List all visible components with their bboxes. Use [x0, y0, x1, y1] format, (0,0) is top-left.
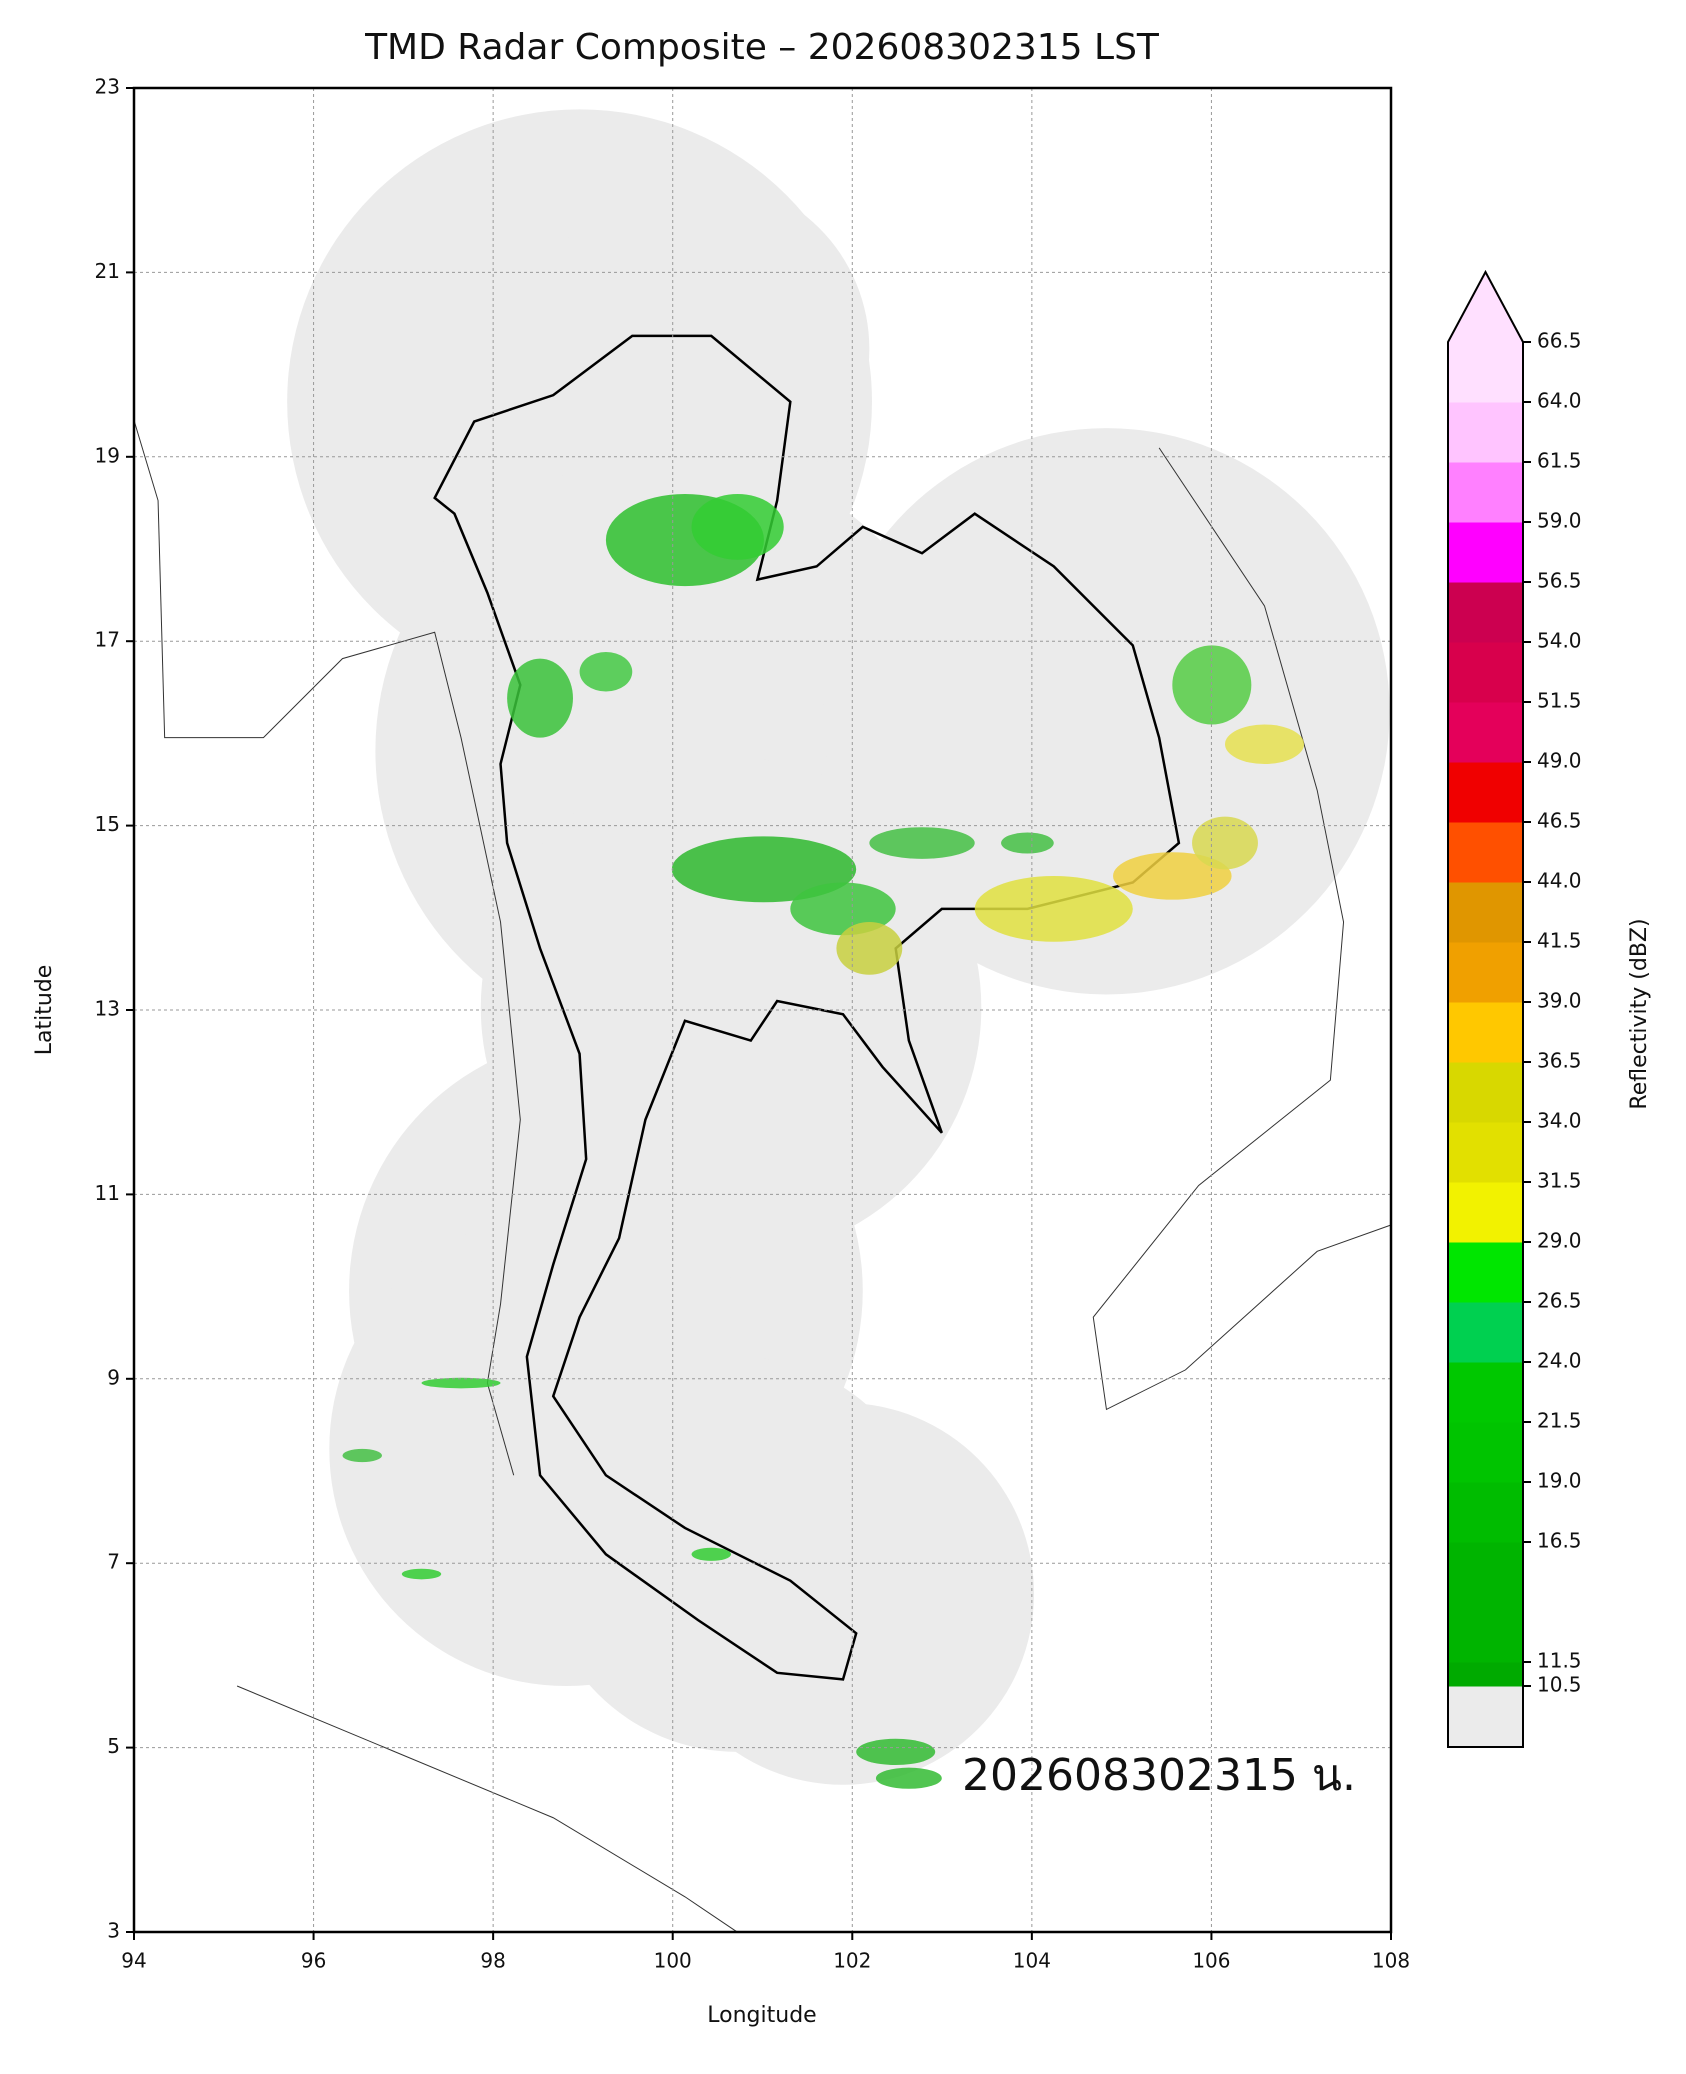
colorbar-band — [1448, 1362, 1523, 1423]
x-tick-label: 96 — [301, 1949, 326, 1973]
colorbar-tick-label: 19.0 — [1537, 1469, 1582, 1493]
colorbar-band — [1448, 522, 1523, 583]
y-tick-label: 19 — [95, 443, 120, 467]
colorbar-band — [1448, 342, 1523, 403]
colorbar-band — [1448, 942, 1523, 1003]
country-border — [433, 334, 1181, 1681]
colorbar-tick-label: 49.0 — [1537, 749, 1582, 773]
y-tick-label: 5 — [107, 1734, 120, 1758]
x-tick-label: 102 — [833, 1949, 871, 1973]
radar-echo — [691, 1547, 732, 1561]
coastline — [133, 421, 521, 1476]
plot-frame — [132, 86, 1393, 1934]
colorbar-band — [1448, 1482, 1523, 1543]
colorbar-tick-label: 54.0 — [1537, 629, 1582, 653]
map-area — [126, 86, 1393, 1940]
radar-echo — [1224, 724, 1305, 764]
colorbar-tick-label: 59.0 — [1537, 509, 1582, 533]
coastline — [1092, 447, 1392, 1411]
colorbar-band — [1448, 1542, 1523, 1663]
colorbar-tick-label: 51.5 — [1537, 689, 1582, 713]
colorbar-tick-label: 44.0 — [1537, 869, 1582, 893]
coastline — [236, 1685, 738, 1933]
colorbar-over — [1448, 272, 1523, 342]
colorbar-tick-label: 10.5 — [1537, 1673, 1582, 1697]
radar-echo — [869, 827, 975, 859]
y-tick-label: 11 — [95, 1181, 120, 1205]
colorbar-band — [1448, 1422, 1523, 1483]
x-tick-label: 98 — [480, 1949, 505, 1973]
colorbar-band — [1448, 1002, 1523, 1063]
radar-echo — [401, 1568, 442, 1580]
radar-echo — [856, 1738, 936, 1766]
radar-echo — [836, 922, 903, 975]
y-tick-label: 9 — [107, 1365, 120, 1389]
y-axis-label: Latitude — [32, 965, 57, 1056]
colorbar-band — [1448, 1182, 1523, 1243]
colorbar-band — [1448, 1302, 1523, 1363]
colorbar-tick-label: 41.5 — [1537, 929, 1582, 953]
colorbar-tick-label: 36.5 — [1537, 1049, 1582, 1073]
colorbar-band — [1448, 1062, 1523, 1123]
colorbar-band — [1448, 402, 1523, 463]
colorbar-under — [1448, 1686, 1523, 1747]
radar-echo — [974, 875, 1133, 942]
colorbar-band — [1448, 702, 1523, 763]
y-tick-label: 15 — [95, 812, 120, 836]
colorbar-tick-label: 16.5 — [1537, 1529, 1582, 1553]
colorbar-band — [1448, 762, 1523, 823]
y-tick-label: 7 — [107, 1550, 120, 1574]
colorbar-band — [1448, 882, 1523, 943]
radar-echo — [875, 1767, 942, 1789]
radar-echo — [1113, 852, 1232, 900]
colorbar-tick-label: 31.5 — [1537, 1169, 1582, 1193]
y-tick-label: 3 — [107, 1919, 120, 1943]
radar-echo — [507, 658, 573, 738]
radar-echo — [579, 652, 633, 692]
x-tick-label: 106 — [1192, 1949, 1230, 1973]
colorbar-label: Reflectivity (dBZ) — [1627, 918, 1652, 1109]
x-tick-label: 100 — [654, 1949, 692, 1973]
colorbar-tick-label: 56.5 — [1537, 569, 1582, 593]
colorbar-tick-label: 34.0 — [1537, 1109, 1582, 1133]
timestamp-annotation: 202608302315 น. — [962, 1750, 1356, 1801]
colorbar-band — [1448, 582, 1523, 643]
radar-echo — [691, 493, 784, 560]
radar-echo — [1001, 832, 1054, 854]
colorbar-tick-label: 11.5 — [1537, 1649, 1582, 1673]
map-title: TMD Radar Composite – 202608302315 LST — [364, 27, 1160, 68]
y-tick-label: 23 — [95, 75, 120, 99]
colorbar-frame — [1447, 269, 1524, 1748]
x-tick-label: 108 — [1372, 1949, 1410, 1973]
colorbar-tick-label: 24.0 — [1537, 1349, 1582, 1373]
radar-echo — [671, 836, 857, 903]
colorbar-band — [1448, 1242, 1523, 1303]
radar-echo — [1192, 816, 1258, 870]
colorbar: 10.511.5 16.5 19.0 21.5 24.0 26.5 29.0 31.5 34.0… — [1447, 269, 1652, 1748]
colorbar-band — [1448, 462, 1523, 523]
radar-echo — [342, 1448, 382, 1463]
radar-coverage — [526, 177, 870, 521]
colorbar-tick-label: 64.0 — [1537, 389, 1582, 413]
y-tick-label: 21 — [95, 259, 120, 283]
colorbar-band — [1448, 1122, 1523, 1183]
x-axis-label: Longitude — [707, 2003, 816, 2028]
colorbar-tick-label: 39.0 — [1537, 989, 1582, 1013]
colorbar-band — [1448, 822, 1523, 883]
colorbar-band — [1448, 642, 1523, 703]
y-tick-label: 17 — [95, 628, 120, 652]
colorbar-tick-label: 61.5 — [1537, 449, 1582, 473]
y-tick-label: 13 — [95, 997, 120, 1021]
x-tick-label: 94 — [121, 1949, 146, 1973]
colorbar-tick-label: 21.5 — [1537, 1409, 1582, 1433]
x-tick-label: 104 — [1013, 1949, 1051, 1973]
radar-echo — [421, 1377, 501, 1389]
colorbar-tick-label: 66.5 — [1537, 329, 1582, 353]
colorbar-tick-label: 26.5 — [1537, 1289, 1582, 1313]
colorbar-tick-label: 29.0 — [1537, 1229, 1582, 1253]
colorbar-band — [1448, 1662, 1523, 1687]
colorbar-tick-label: 46.5 — [1537, 809, 1582, 833]
